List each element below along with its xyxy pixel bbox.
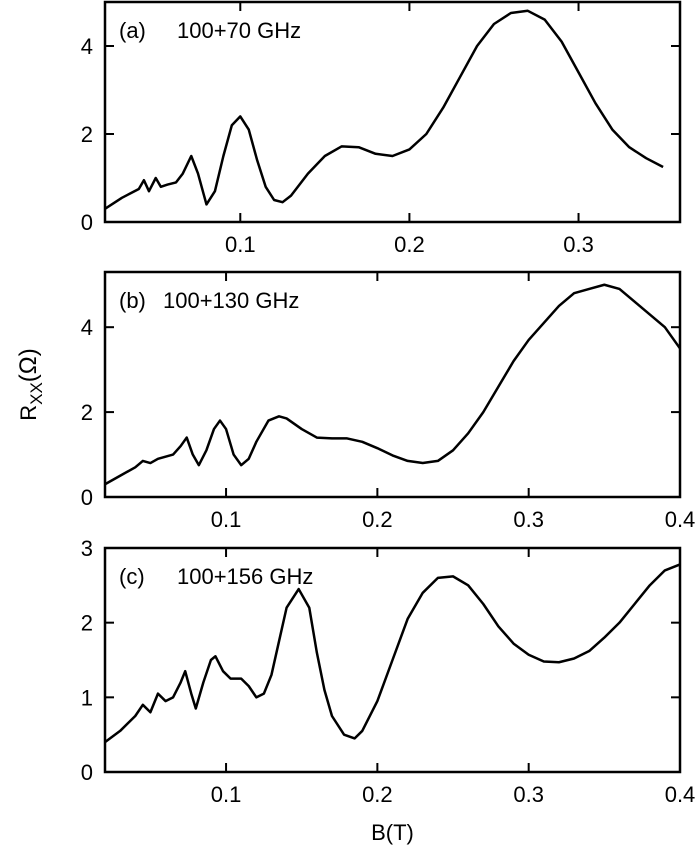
y-axis-label-part: R xyxy=(16,405,41,421)
panel-annotation: 100+156 GHz xyxy=(177,564,313,589)
x-tick-label: 0.2 xyxy=(362,507,393,532)
data-curve xyxy=(104,283,682,486)
y-tick-label: 2 xyxy=(81,400,93,425)
x-tick-label: 0.1 xyxy=(211,507,242,532)
y-tick-label: 2 xyxy=(81,611,93,636)
y-axis-label-part: XX xyxy=(27,382,46,405)
y-tick-label: 0 xyxy=(81,760,93,785)
panel-label: (a) xyxy=(119,18,146,43)
y-tick-label: 0 xyxy=(81,485,93,510)
panel-annotation: 100+130 GHz xyxy=(163,288,299,313)
x-tick-label: 0.1 xyxy=(225,232,256,257)
y-tick-label: 4 xyxy=(81,315,93,340)
y-tick-label: 4 xyxy=(81,34,93,59)
panel-label: (c) xyxy=(119,564,145,589)
x-tick-label: 0.4 xyxy=(665,782,696,807)
y-axis-label-part: (Ω) xyxy=(15,348,42,382)
x-tick-label: 0.3 xyxy=(513,782,544,807)
plot-frame xyxy=(103,0,682,224)
panel-label: (b) xyxy=(119,288,146,313)
y-tick-label: 1 xyxy=(81,685,93,710)
panel-annotation: 100+70 GHz xyxy=(177,18,301,43)
y-tick-label: 0 xyxy=(81,210,93,235)
x-tick-label: 0.4 xyxy=(665,507,696,532)
x-tick-label: 0.3 xyxy=(513,507,544,532)
y-tick-label: 2 xyxy=(81,122,93,147)
y-tick-label: 3 xyxy=(81,536,93,561)
x-tick-label: 0.3 xyxy=(563,232,594,257)
x-tick-label: 0.1 xyxy=(211,782,242,807)
data-curve xyxy=(104,9,664,210)
data-curve xyxy=(104,563,681,744)
x-tick-label: 0.2 xyxy=(394,232,425,257)
plot-frame xyxy=(103,546,682,774)
x-axis-label: B(T) xyxy=(371,820,414,845)
y-axis-label: RXX(Ω) xyxy=(15,348,46,421)
x-tick-label: 0.2 xyxy=(362,782,393,807)
plot-frame xyxy=(103,270,682,499)
